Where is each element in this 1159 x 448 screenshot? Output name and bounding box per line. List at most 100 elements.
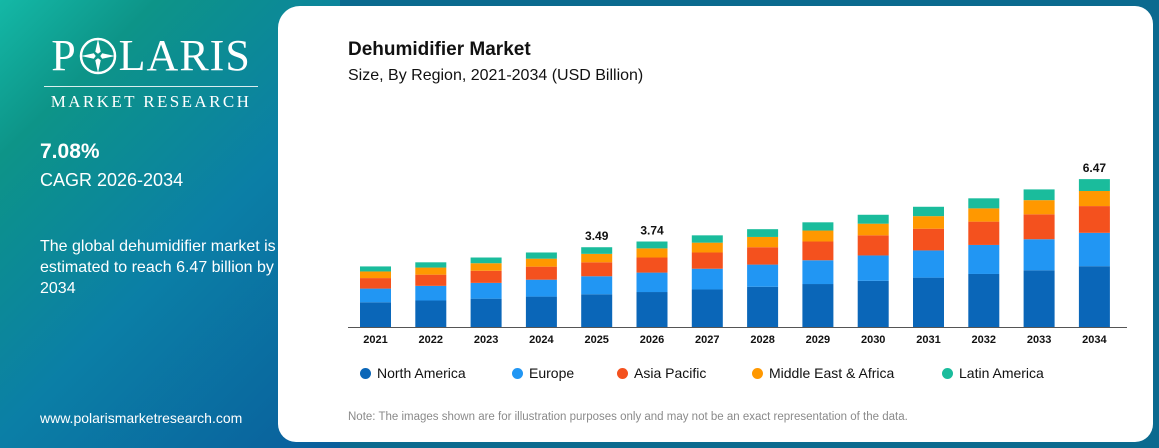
bar-2033-europe: [1023, 239, 1055, 271]
brand-name: P LARIS: [44, 34, 258, 78]
bar-2025-latin-america: [581, 247, 613, 254]
bar-2032-north-america: [968, 273, 1000, 327]
x-tick-label: 2023: [474, 334, 498, 346]
bar-2025-north-america: [581, 294, 613, 327]
bar-2030-latin-america: [857, 214, 889, 224]
x-tick-label: 2033: [1027, 334, 1051, 346]
bar-2029-latin-america: [802, 222, 834, 231]
bar-2033-middle-east-africa: [1023, 200, 1055, 215]
cagr-value: 7.08%: [40, 140, 100, 163]
legend-dot-icon: [617, 367, 628, 379]
bar-2034-north-america: [1078, 266, 1110, 327]
chart-panel: [278, 6, 1153, 442]
bar-2024-middle-east-africa: [525, 258, 557, 267]
logo-divider: [44, 86, 258, 87]
brand-name-right: LARIS: [118, 31, 251, 80]
legend-label: Asia Pacific: [634, 365, 707, 381]
bar-2027-north-america: [691, 289, 723, 327]
legend-label: Middle East & Africa: [769, 365, 895, 381]
x-tick-label: 2028: [750, 334, 774, 346]
disclaimer-note: Note: The images shown are for illustrat…: [348, 411, 908, 423]
x-tick-label: 2030: [861, 334, 885, 346]
bar-2029-middle-east-africa: [802, 230, 834, 242]
chart-subtitle: Size, By Region, 2021-2034 (USD Billion): [348, 67, 644, 84]
legend-item: Europe: [512, 365, 574, 381]
cagr-label: CAGR 2026-2034: [40, 170, 184, 190]
legend-label: North America: [377, 365, 466, 381]
bar-2031-latin-america: [913, 206, 944, 217]
legend-dot-icon: [360, 367, 371, 379]
legend-label: Europe: [529, 365, 575, 381]
bar-2026-north-america: [636, 292, 668, 327]
bar-2024-north-america: [525, 296, 557, 327]
x-tick-label: 2029: [806, 334, 830, 346]
bar-2030-north-america: [857, 280, 889, 327]
bar-2033-latin-america: [1023, 189, 1055, 201]
compass-star-icon: [79, 37, 116, 75]
bar-2031-north-america: [913, 277, 944, 327]
bar-2021-middle-east-africa: [360, 271, 391, 279]
bar-2022-north-america: [415, 300, 447, 327]
x-tick-label: 2032: [972, 334, 996, 346]
stacked-bar-chart: 2021 2022 2023 2024 2025 3.49 2026 3.74 2027 2028…: [348, 161, 1127, 346]
bar-2023-latin-america: [470, 257, 502, 264]
bar-2031-asia-pacific: [913, 228, 944, 251]
bar-2034-latin-america: [1078, 179, 1110, 191]
bar-2032-latin-america: [968, 198, 1000, 209]
bar-2023-middle-east-africa: [470, 263, 502, 271]
data-label: 3.74: [640, 224, 664, 238]
bar-2022-asia-pacific: [415, 274, 447, 286]
bar-2027-europe: [691, 268, 723, 290]
bar-2032-asia-pacific: [968, 221, 1000, 245]
bar-2029-asia-pacific: [802, 241, 834, 261]
brand-name-left: P: [51, 31, 77, 80]
bar-2023-europe: [470, 282, 502, 299]
bar-2033-north-america: [1023, 270, 1055, 327]
bar-2024-europe: [525, 279, 557, 297]
bar-2022-latin-america: [415, 262, 447, 268]
market-summary: The global dehumidifier market is estima…: [40, 238, 276, 297]
bar-2028-north-america: [747, 286, 779, 327]
x-tick-label: 2021: [363, 334, 387, 346]
bar-2027-latin-america: [691, 235, 723, 243]
x-tick-label: 2026: [640, 334, 664, 346]
bar-2026-europe: [636, 272, 668, 293]
bar-2021-asia-pacific: [360, 278, 391, 289]
x-tick-label: 2031: [916, 334, 940, 346]
x-tick-label: 2025: [584, 334, 608, 346]
bar-2023-north-america: [470, 298, 502, 327]
x-tick-label: 2024: [529, 334, 554, 346]
legend-item: Middle East & Africa: [752, 365, 894, 381]
bar-2022-middle-east-africa: [415, 267, 447, 275]
legend-item: Latin America: [942, 365, 1044, 381]
bar-2021-europe: [360, 288, 391, 303]
bar-2031-middle-east-africa: [913, 216, 944, 229]
legend-dot-icon: [512, 367, 523, 379]
bar-2026-latin-america: [636, 241, 668, 249]
bar-2028-asia-pacific: [747, 247, 779, 265]
bar-2030-middle-east-africa: [857, 223, 889, 236]
bar-2029-europe: [802, 260, 834, 285]
bar-2031-europe: [913, 250, 944, 278]
bar-2027-asia-pacific: [691, 252, 723, 269]
website-link[interactable]: www.polarismarketresearch.com: [40, 410, 243, 426]
data-label: 3.49: [585, 229, 609, 243]
bar-2034-europe: [1078, 232, 1110, 267]
bar-2032-europe: [968, 244, 1000, 274]
legend-dot-icon: [752, 367, 763, 379]
bar-2028-europe: [747, 264, 779, 287]
legend-dot-icon: [942, 367, 953, 379]
bar-2034-middle-east-africa: [1078, 191, 1110, 207]
legend-label: Latin America: [959, 365, 1044, 381]
bar-2021-north-america: [360, 302, 391, 327]
x-tick-label: 2027: [695, 334, 719, 346]
bar-2026-middle-east-africa: [636, 248, 668, 258]
bar-2022-europe: [415, 285, 447, 301]
brand-subtitle: MARKET RESEARCH: [50, 92, 252, 111]
bar-2024-latin-america: [525, 252, 557, 259]
bar-2030-asia-pacific: [857, 235, 889, 256]
bar-2027-middle-east-africa: [691, 242, 723, 253]
brand-logo: P LARIS MARKET RESEARCH: [44, 34, 258, 112]
x-tick-label: 2022: [419, 334, 443, 346]
bar-2025-middle-east-africa: [581, 253, 613, 263]
